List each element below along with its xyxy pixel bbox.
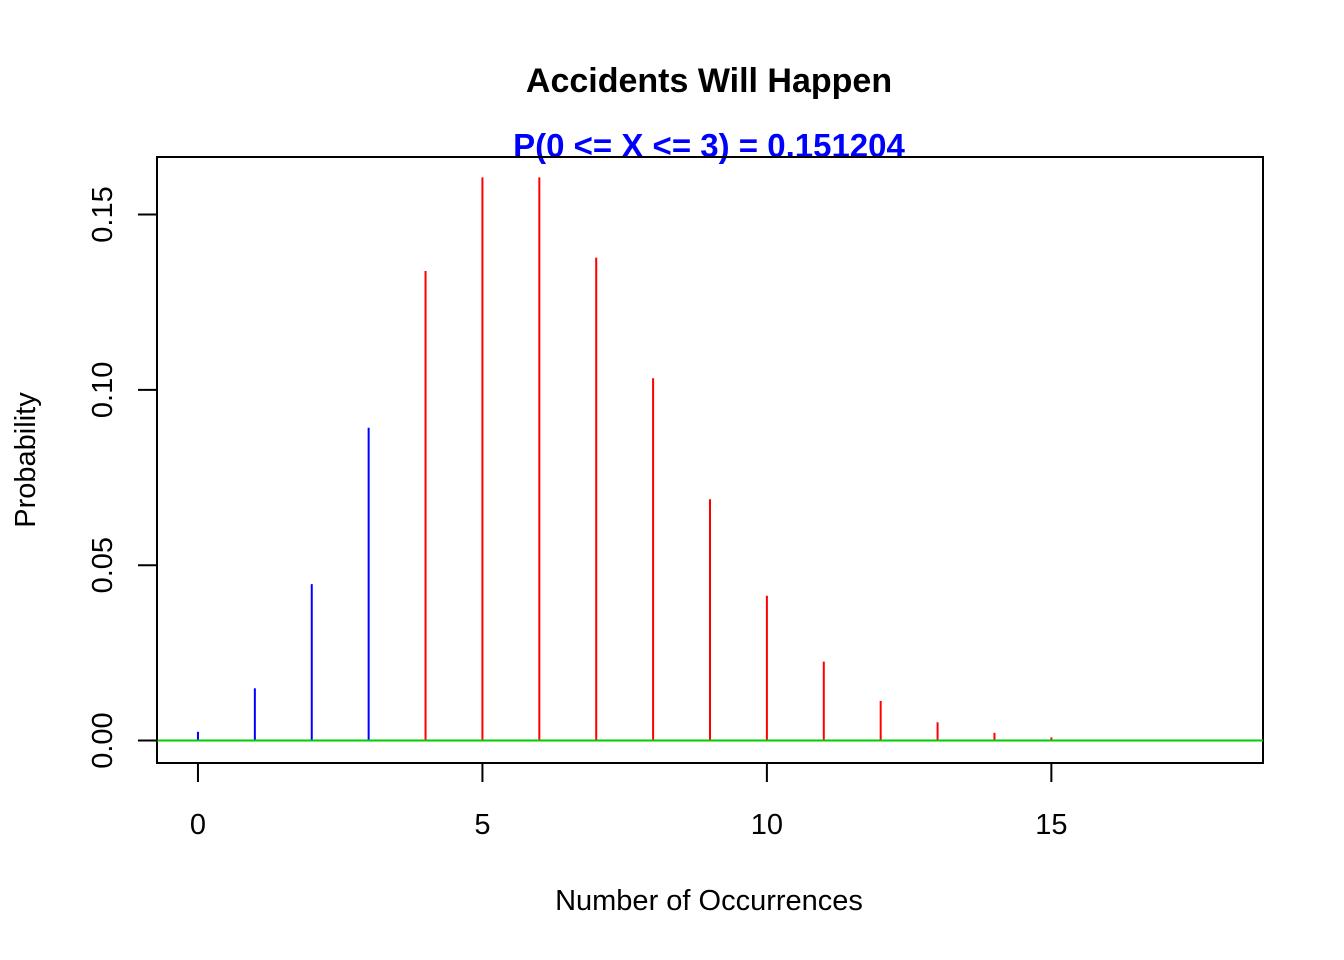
chart-subtitle: P(0 <= X <= 3) = 0.151204 bbox=[513, 127, 905, 164]
chart-title: Accidents Will Happen bbox=[526, 62, 892, 100]
y-tick-label: 0.05 bbox=[87, 537, 119, 593]
y-tick-label: 0.10 bbox=[87, 362, 119, 418]
y-tick-label: 0.00 bbox=[87, 712, 119, 768]
y-axis: 0.00 0.05 0.10 0.15 bbox=[87, 186, 158, 769]
x-tick-label: 10 bbox=[751, 809, 783, 841]
x-axis-label: Number of Occurrences bbox=[555, 885, 863, 917]
x-axis: 0 5 10 15 bbox=[190, 762, 1067, 841]
x-tick-label: 15 bbox=[1035, 809, 1067, 841]
y-axis-label: Probability bbox=[10, 392, 42, 528]
x-tick-label: 5 bbox=[474, 809, 490, 841]
y-tick-label: 0.15 bbox=[87, 186, 119, 242]
x-tick-label: 0 bbox=[190, 809, 206, 841]
bars-group bbox=[196, 177, 1053, 741]
